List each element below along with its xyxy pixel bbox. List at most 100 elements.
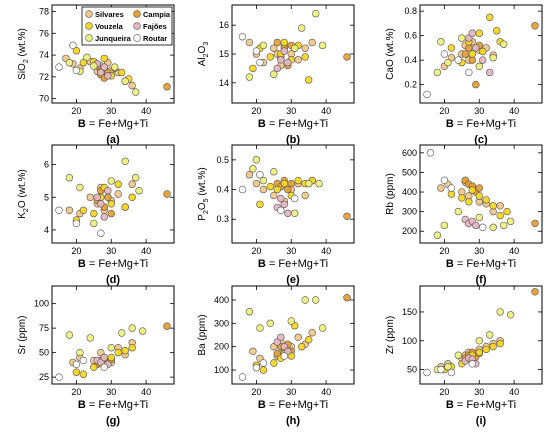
data-point: [489, 342, 497, 351]
data-point: [280, 47, 288, 55]
data-point: [100, 353, 109, 362]
y-tick-label: 0.4: [404, 55, 417, 65]
data-point: [163, 190, 171, 198]
x-tick-label: 20: [251, 387, 261, 397]
data-point: [284, 185, 292, 194]
data-point: [270, 359, 278, 367]
data-point: [128, 81, 136, 90]
series-4: [433, 308, 515, 374]
x-axis-label: B = Fe+Mg+Ti: [258, 258, 328, 270]
data-point: [128, 180, 136, 188]
y-tick-label: 400: [214, 295, 229, 305]
series-5: [423, 360, 476, 377]
data-point: [93, 193, 102, 202]
series-3: [93, 353, 112, 369]
data-point: [531, 22, 539, 30]
y-tick-label: 16: [219, 20, 229, 30]
data-point: [301, 191, 309, 200]
x-tick-label: 30: [474, 106, 484, 116]
data-point: [482, 345, 490, 354]
series-4: [245, 9, 327, 81]
x-tick-label: 40: [509, 387, 519, 397]
series-3: [273, 47, 292, 73]
chart-rb: 20 30 40 200 300 400 500 600 B = Fe+Mg+Ti Rb (ppm…: [385, 144, 543, 286]
x-tick-label: 40: [321, 246, 331, 256]
series-4: [65, 324, 147, 357]
chart-p2o5: 20 30 40 0.3 0.4 0.5 B = Fe+Mg+Ti P2O5 (wt.%) (e…: [197, 144, 355, 286]
data-point: [245, 38, 254, 47]
data-point: [259, 185, 268, 194]
y-tick-label: 100: [402, 336, 417, 346]
x-tick-label: 30: [286, 106, 296, 116]
data-point: [79, 370, 88, 378]
data-point: [531, 288, 539, 296]
plot-frame: [231, 285, 355, 385]
data-point: [163, 322, 171, 330]
data-point: [301, 44, 309, 52]
legend: Silvares Campia Vouzela Fajões Junqueira Rout…: [81, 6, 173, 46]
data-point: [343, 294, 351, 302]
data-point: [468, 29, 476, 37]
data-point: [493, 27, 501, 35]
data-point: [252, 364, 261, 372]
data-point: [312, 296, 320, 304]
data-point: [447, 184, 456, 192]
series-5: [55, 356, 109, 381]
data-point: [79, 206, 88, 215]
data-point: [132, 174, 140, 182]
y-tick-label: 15: [219, 49, 229, 59]
x-tick-label: 20: [439, 387, 449, 397]
data-point: [259, 359, 268, 367]
data-point: [531, 219, 539, 228]
y-tick-label: 6: [44, 160, 49, 170]
data-point: [128, 344, 136, 352]
data-point: [86, 193, 95, 202]
data-point: [479, 47, 487, 56]
data-point: [458, 194, 466, 202]
data-point: [65, 174, 74, 182]
y-axis-label: K2O (wt.%): [17, 169, 30, 218]
x-tick-label: 20: [71, 106, 81, 116]
data-point: [423, 368, 431, 377]
data-point: [132, 88, 140, 96]
x-tick-label: 20: [439, 106, 449, 116]
series-5: [238, 32, 264, 67]
chart-cao: 20 30 40 0.2 0.4 0.6 0.8 B = Fe+Mg+Ti CaO (wt.%)…: [385, 4, 543, 146]
x-axis-label: B = Fe+Mg+Ti: [446, 118, 516, 130]
data-point: [270, 168, 278, 176]
data-point: [489, 202, 497, 210]
series-1: [461, 176, 539, 228]
x-tick-label: 40: [141, 387, 151, 397]
legend-marker: [85, 10, 93, 18]
data-point: [472, 221, 480, 230]
data-point: [97, 200, 105, 208]
data-point: [468, 360, 476, 368]
series-4: [245, 296, 327, 332]
series-4: [65, 157, 143, 228]
data-point: [496, 308, 504, 316]
data-point: [97, 68, 105, 77]
data-point: [270, 44, 278, 52]
y-axis-label: Sr (ppm): [17, 316, 28, 355]
data-point: [343, 212, 351, 221]
data-point: [238, 32, 247, 41]
data-point: [440, 50, 449, 58]
data-point: [72, 219, 81, 228]
data-point: [114, 348, 122, 357]
data-point: [305, 76, 313, 84]
data-point: [65, 331, 74, 339]
series-5: [55, 41, 81, 75]
y-tick-label: 400: [402, 187, 417, 197]
data-point: [454, 351, 462, 359]
data-point: [238, 185, 247, 194]
x-tick-label: 40: [509, 106, 519, 116]
data-point: [277, 194, 285, 203]
data-point: [273, 185, 281, 194]
x-tick-label: 20: [251, 106, 261, 116]
x-tick-label: 20: [439, 246, 449, 256]
data-point: [121, 347, 129, 355]
data-point: [479, 56, 487, 64]
data-point: [280, 179, 288, 188]
x-axis-label: B = Fe+Mg+Ti: [258, 399, 328, 411]
data-point: [440, 176, 449, 185]
